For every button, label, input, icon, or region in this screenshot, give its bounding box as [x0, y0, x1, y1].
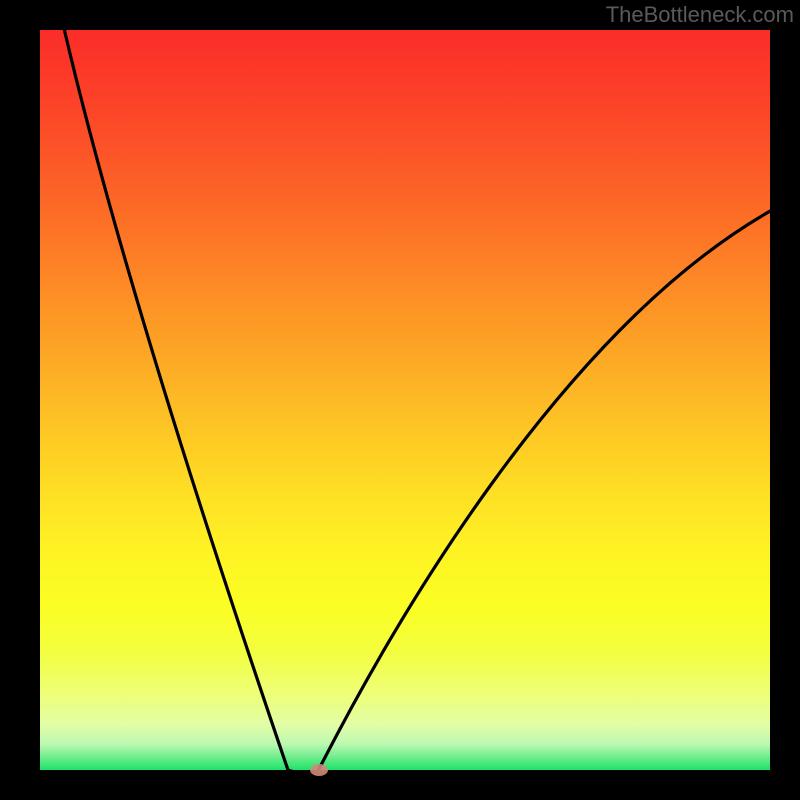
bottleneck-chart — [0, 0, 800, 800]
plot-area — [40, 30, 770, 770]
optimal-marker — [310, 764, 328, 776]
chart-container: TheBottleneck.com — [0, 0, 800, 800]
watermark-text: TheBottleneck.com — [606, 2, 794, 28]
